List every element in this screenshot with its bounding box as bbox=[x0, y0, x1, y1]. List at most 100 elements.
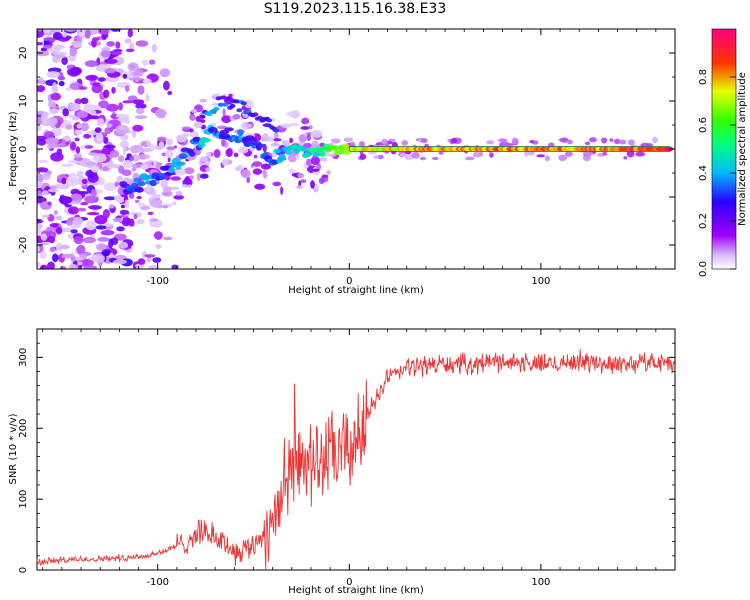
heatmap-cell bbox=[167, 90, 173, 96]
heatmap-cell bbox=[48, 236, 56, 244]
heatmap-cell bbox=[254, 183, 266, 190]
heatmap-cell bbox=[163, 80, 170, 91]
heatmap-cell bbox=[122, 145, 127, 155]
heatmap-cell bbox=[113, 259, 127, 265]
heatmap-cell bbox=[38, 159, 49, 164]
heatmap-cell bbox=[61, 253, 75, 259]
top-y-axis-label: Frequency (Hz) bbox=[8, 111, 19, 187]
heatmap-cell bbox=[146, 154, 151, 159]
heatmap-cell bbox=[135, 40, 149, 47]
heatmap-cell bbox=[115, 113, 130, 119]
heatmap-cell bbox=[141, 59, 149, 66]
heatmap-cell bbox=[132, 124, 144, 132]
heatmap-cell bbox=[37, 29, 43, 32]
heatmap-cell bbox=[43, 37, 57, 42]
heatmap-cell bbox=[88, 205, 102, 210]
heatmap-cell bbox=[144, 254, 156, 258]
heatmap-cell bbox=[381, 138, 388, 145]
heatmap-cell bbox=[243, 141, 252, 148]
heatmap-cell bbox=[228, 93, 233, 98]
heatmap-cell bbox=[199, 173, 209, 179]
heatmap-cell bbox=[451, 137, 457, 144]
heatmap-cell bbox=[136, 264, 144, 269]
heatmap-cell bbox=[199, 114, 206, 119]
heatmap-cell bbox=[104, 223, 114, 227]
heatmap-cell bbox=[104, 58, 118, 64]
heatmap-cell bbox=[236, 108, 243, 113]
heatmap-cell bbox=[189, 128, 194, 133]
heatmap-cell bbox=[65, 124, 73, 130]
snr-series-line bbox=[37, 349, 675, 570]
heatmap-cell bbox=[146, 140, 151, 146]
heatmap-cell bbox=[273, 131, 279, 141]
chart-title: S119.2023.115.16.38.E33 bbox=[263, 1, 447, 17]
heatmap-cell bbox=[623, 156, 628, 160]
heatmap-marks bbox=[37, 29, 674, 269]
heatmap-cell bbox=[73, 156, 83, 162]
heatmap-cell bbox=[147, 211, 154, 216]
heatmap-cell bbox=[500, 141, 510, 147]
heatmap-cell bbox=[172, 201, 177, 205]
heatmap-cell bbox=[84, 195, 98, 204]
heatmap-cell bbox=[287, 153, 297, 163]
heatmap-cell bbox=[298, 134, 307, 143]
heatmap-cell bbox=[70, 229, 78, 234]
heatmap-cell bbox=[564, 151, 574, 157]
heatmap-cell bbox=[103, 144, 116, 149]
heatmap-cell bbox=[74, 98, 82, 105]
heatmap-cell bbox=[130, 212, 141, 216]
heatmap-cell bbox=[137, 154, 149, 160]
heatmap-cell bbox=[88, 152, 98, 156]
heatmap-cell bbox=[286, 111, 296, 116]
heatmap-cell bbox=[160, 180, 168, 188]
colorbar-ticks: 0.0 0.2 0.4 0.6 0.8 bbox=[698, 69, 736, 277]
heatmap-cell bbox=[117, 155, 125, 163]
heatmap-cell bbox=[59, 266, 67, 269]
heatmap-cell bbox=[635, 151, 646, 157]
heatmap-cell bbox=[45, 137, 59, 145]
heatmap-cell bbox=[358, 141, 365, 148]
heatmap-cell bbox=[602, 151, 607, 156]
heatmap-cell bbox=[388, 138, 396, 142]
heatmap-cell bbox=[238, 147, 249, 154]
heatmap-cell bbox=[83, 133, 92, 139]
heatmap-cell bbox=[85, 220, 97, 231]
heatmap-cell bbox=[184, 167, 195, 175]
heatmap-cell bbox=[114, 181, 119, 187]
y-tick-label: 10 bbox=[18, 95, 29, 108]
heatmap-cell bbox=[558, 154, 568, 161]
heatmap-cell bbox=[273, 148, 282, 154]
heatmap-cell bbox=[244, 123, 253, 128]
x-tick-label: 0 bbox=[346, 276, 352, 287]
y-tick-label: 300 bbox=[18, 348, 29, 367]
heatmap-cell bbox=[60, 244, 70, 250]
heatmap-cell bbox=[102, 166, 109, 172]
heatmap-cell bbox=[82, 236, 96, 244]
heatmap-cell bbox=[121, 169, 132, 176]
heatmap-cell bbox=[296, 185, 303, 189]
heatmap-cell bbox=[197, 141, 206, 149]
heatmap-cell bbox=[108, 238, 114, 249]
heatmap-cell bbox=[529, 140, 535, 144]
heatmap-cell bbox=[61, 177, 67, 185]
heatmap-cell bbox=[37, 181, 43, 188]
heatmap-cell bbox=[558, 138, 569, 142]
heatmap-cell bbox=[289, 137, 293, 144]
heatmap-cell bbox=[217, 102, 224, 107]
heatmap-cell bbox=[129, 42, 135, 51]
heatmap-cell bbox=[134, 186, 144, 193]
heatmap-cell bbox=[131, 167, 137, 172]
heatmap-cell bbox=[124, 119, 131, 125]
heatmap-cell bbox=[189, 175, 194, 180]
heatmap-cell bbox=[221, 115, 232, 123]
heatmap-cell bbox=[118, 102, 123, 111]
y-tick-label: 100 bbox=[18, 490, 29, 509]
heatmap-cell bbox=[419, 156, 426, 161]
heatmap-cell bbox=[46, 117, 58, 126]
heatmap-cell bbox=[511, 137, 519, 145]
heatmap-cell bbox=[224, 127, 234, 132]
heatmap-cell bbox=[220, 95, 227, 100]
heatmap-cell bbox=[47, 188, 60, 193]
heatmap-cell bbox=[140, 162, 149, 170]
heatmap-cell bbox=[97, 29, 110, 35]
